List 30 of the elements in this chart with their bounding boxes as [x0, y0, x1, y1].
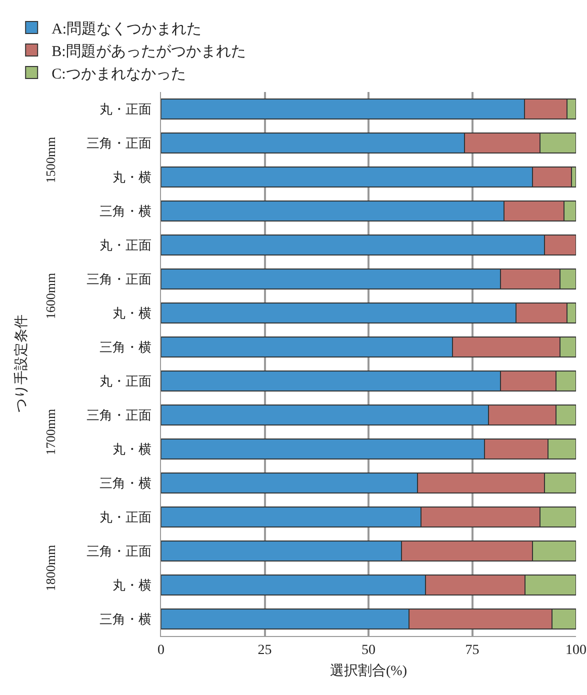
text: 1700mm — [43, 408, 58, 456]
y-tick-label: 丸・正面 — [99, 238, 152, 253]
y-tick-label: 丸・横 — [112, 578, 152, 593]
y-tick-label: 丸・正面 — [99, 374, 152, 389]
y-axis-title: つり手設定条件 — [14, 314, 30, 413]
y-tick-label: 三角・横 — [99, 340, 152, 355]
legend-label: B:問題があったがつかまれた — [52, 44, 246, 60]
y-tick-label: 丸・横 — [112, 306, 152, 321]
y-tick-label: 丸・正面 — [99, 510, 152, 525]
y-tick-label: 丸・正面 — [99, 102, 152, 117]
y-tick-label: 三角・正面 — [86, 136, 152, 151]
y-tick-label: 三角・正面 — [86, 272, 152, 287]
x-tick-label: 50 — [362, 642, 376, 658]
x-tick-label: 100 — [566, 642, 586, 658]
y-tick-label: 三角・正面 — [86, 544, 152, 559]
text: 1600mm — [43, 272, 58, 320]
y-tick-label: 三角・正面 — [86, 408, 152, 423]
y-tick-label: 丸・横 — [112, 170, 152, 185]
y-tick-label: 三角・横 — [99, 476, 152, 491]
legend-label: A:問題なくつかまれた — [52, 21, 202, 38]
x-tick-label: 0 — [158, 642, 164, 658]
text: 1500mm — [43, 136, 58, 184]
y-tick-label: 三角・横 — [99, 204, 152, 219]
y-tick-label: 丸・横 — [112, 442, 152, 457]
text: 1800mm — [43, 544, 58, 592]
x-tick-label: 25 — [258, 642, 272, 658]
x-tick-label: 75 — [465, 642, 480, 658]
y-tick-label: 三角・横 — [99, 612, 152, 627]
x-axis-title: 選択割合(%) — [330, 663, 408, 680]
legend-label: C:つかまれなかった — [52, 66, 186, 82]
